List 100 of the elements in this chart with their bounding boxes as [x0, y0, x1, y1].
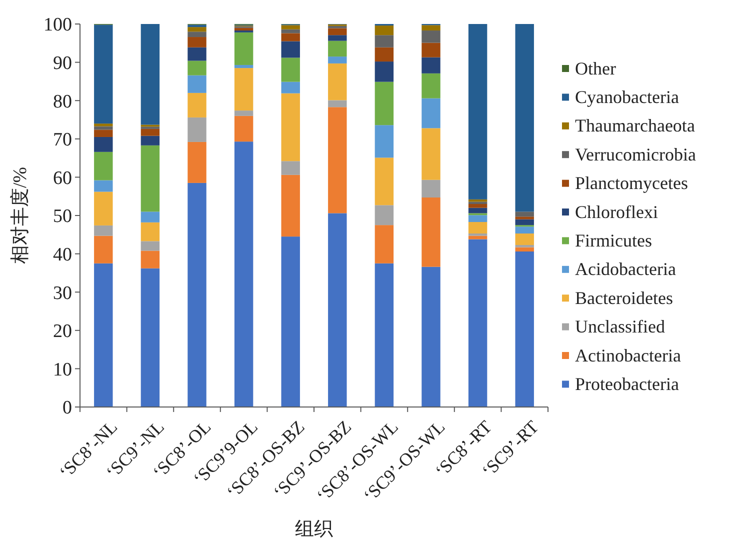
- bar: [281, 161, 300, 175]
- bar: [94, 152, 113, 180]
- legend-label: Thaumarchaeota: [575, 116, 695, 136]
- bar: [281, 93, 300, 162]
- bar: [188, 92, 206, 118]
- y-tick-label: 90: [53, 52, 72, 74]
- bar: [188, 37, 206, 48]
- legend-label: Unclassified: [575, 316, 665, 337]
- y-tick-label: 40: [53, 244, 72, 266]
- bar: [422, 25, 440, 31]
- bar: [140, 212, 160, 222]
- legend-label: Cyanobacteria: [575, 87, 679, 107]
- bar: [94, 236, 113, 264]
- bar: [374, 205, 394, 226]
- bar: [374, 225, 394, 264]
- bar: [140, 128, 160, 136]
- bar: [468, 204, 488, 208]
- bar: [374, 26, 394, 36]
- bar: [515, 244, 534, 248]
- bar: [374, 35, 394, 48]
- bar: [281, 236, 300, 407]
- bar: [422, 30, 440, 43]
- bar: [422, 57, 440, 74]
- bar: [94, 136, 113, 152]
- bar: [374, 62, 394, 82]
- bar: [234, 64, 254, 68]
- bar: [94, 180, 113, 192]
- bar: [515, 226, 534, 234]
- bar: [140, 136, 160, 146]
- y-tick-label: 100: [44, 14, 72, 36]
- bar: [515, 219, 534, 226]
- bar: [188, 32, 206, 38]
- y-tick-label: 60: [53, 168, 72, 189]
- bar: [94, 130, 113, 137]
- bar: [140, 24, 160, 125]
- bar: [515, 216, 534, 220]
- x-axis-title: 组织: [295, 519, 333, 540]
- bar: [422, 73, 440, 98]
- bar: [281, 33, 300, 42]
- bar: [234, 116, 254, 142]
- bar: [328, 28, 347, 36]
- bar: [328, 213, 347, 407]
- bar: [468, 215, 488, 222]
- y-tick-label: 80: [53, 91, 72, 112]
- bar: [328, 35, 347, 41]
- bar: [515, 212, 534, 217]
- y-tick-label: 70: [53, 130, 72, 151]
- bar: [515, 252, 534, 407]
- bar: [140, 268, 160, 407]
- bar: [374, 47, 394, 62]
- bar: [328, 107, 347, 214]
- bar: [234, 68, 254, 111]
- bar: [281, 29, 300, 34]
- bar: [374, 263, 394, 407]
- bar: [140, 250, 160, 268]
- legend-label: Acidobacteria: [575, 259, 676, 280]
- bar: [188, 142, 206, 183]
- bar: [515, 24, 534, 212]
- bar: [328, 100, 347, 108]
- bar: [422, 198, 440, 267]
- bar: [515, 247, 534, 252]
- bar: [515, 234, 534, 245]
- bar: [374, 158, 394, 206]
- bar: [328, 40, 347, 57]
- y-tick-label: 20: [53, 321, 72, 342]
- bar: [188, 27, 206, 32]
- bar: [468, 239, 488, 407]
- bar: [188, 117, 206, 142]
- bar: [281, 174, 300, 237]
- bar: [234, 28, 254, 31]
- bar: [234, 110, 254, 116]
- bar: [94, 124, 113, 126]
- bar: [188, 182, 206, 407]
- bar: [94, 225, 113, 236]
- bar: [422, 98, 440, 128]
- legend-label: Bacteroidetes: [575, 288, 673, 308]
- bar: [422, 42, 440, 58]
- bar: [234, 142, 254, 407]
- bar: [94, 192, 113, 226]
- bar: [281, 58, 300, 82]
- bar: [188, 75, 206, 93]
- bar: [328, 56, 347, 64]
- legend-label: Planctomycetes: [575, 173, 688, 194]
- legend-label: Actinobacteria: [575, 345, 681, 366]
- bar: [374, 82, 394, 126]
- y-tick-label: 0: [62, 398, 72, 419]
- bar: [422, 128, 440, 180]
- y-tick-label: 50: [53, 206, 72, 228]
- bar: [94, 24, 113, 124]
- legend-label: Chloroflexi: [575, 202, 658, 222]
- bar: [140, 145, 160, 212]
- legend-label: Firmicutes: [575, 230, 652, 250]
- bar: [140, 222, 160, 242]
- bar: [234, 32, 254, 65]
- bar: [281, 25, 300, 30]
- bar: [188, 60, 206, 76]
- bar: [468, 208, 488, 214]
- y-tick-label: 30: [53, 282, 72, 304]
- bar: [328, 63, 347, 100]
- bar: [468, 202, 488, 204]
